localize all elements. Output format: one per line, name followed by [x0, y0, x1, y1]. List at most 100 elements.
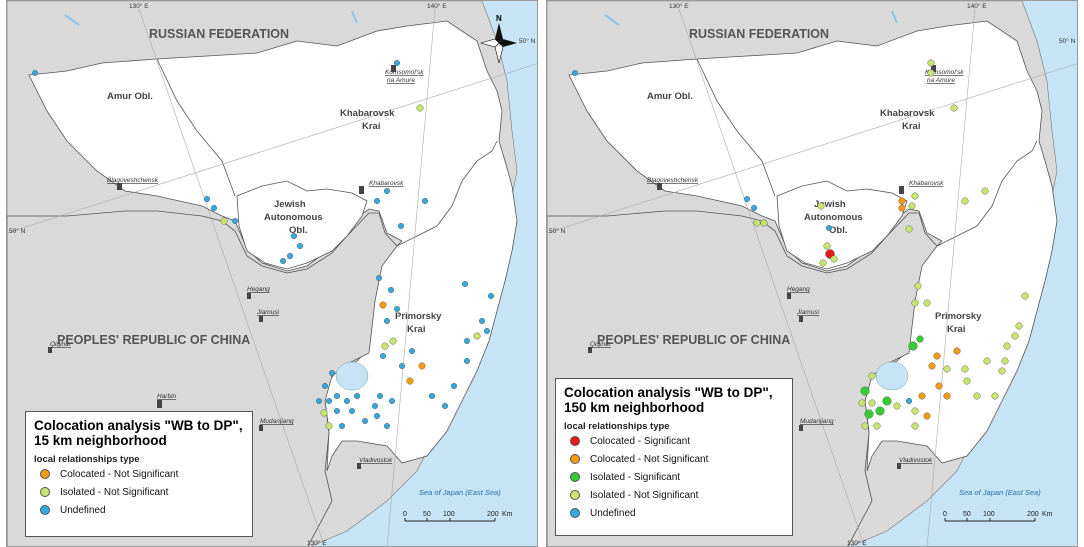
legend-swatch-isolated-not-significant	[570, 490, 580, 500]
label-khabarovsk-1: Khabarovsk	[340, 108, 395, 119]
points-150km	[571, 59, 1029, 430]
legend-label: Colocated - Not Significant	[590, 453, 709, 465]
city-mudanjiang: Mudanjiang	[260, 418, 294, 425]
legend-subtitle: local relationships type	[564, 421, 670, 432]
scale-tick-200: 200	[487, 511, 499, 518]
jewish-obl-boundary	[236, 180, 368, 270]
lat-label-50-left: 50° N	[9, 227, 26, 235]
north-arrow: N	[479, 14, 517, 64]
legend-swatch-isolated-significant	[570, 472, 580, 482]
legend-item: Isolated - Not Significant	[564, 486, 784, 504]
scale-tick-50: 50	[423, 511, 431, 518]
label-china: PEOPLES' REPUBLIC OF CHINA	[57, 333, 250, 347]
graticule-line	[547, 63, 1077, 234]
label-sea-of-japan: Sea of Japan (East Sea)	[959, 488, 1041, 497]
lake-khanka	[875, 361, 909, 391]
label-jewish-1: Jewish	[274, 199, 306, 210]
scale-tick-0: 0	[403, 511, 407, 518]
label-primorsky-2: Krai	[407, 324, 425, 335]
city-vladivostok: Vladivostok	[359, 457, 393, 464]
label-primorsky-2: Krai	[947, 324, 965, 335]
legend-item: Undefined	[34, 501, 244, 519]
scale-tick-0: 0	[943, 511, 947, 518]
legend-swatch-undefined	[570, 508, 580, 518]
river	[891, 10, 898, 24]
jewish-obl-boundary	[776, 180, 908, 270]
legend-item: Colocated - Not Significant	[564, 450, 784, 468]
label-amur: Amur Obl.	[107, 91, 153, 102]
label-khabarovsk-1: Khabarovsk	[880, 108, 935, 119]
city-harbin: Harbin	[157, 393, 177, 400]
city-markers	[588, 65, 936, 469]
scale-tick-50: 50	[963, 511, 971, 518]
city-markers	[48, 65, 396, 469]
lat-label-50-left: 50° N	[549, 227, 566, 235]
legend-swatch-colocated-not-significant	[40, 469, 50, 479]
legend-item: Colocated - Not Significant	[34, 465, 244, 483]
map-panel-150km: 130° E 140° E 130° E 50° N 50° N RUSSIAN…	[546, 0, 1078, 547]
scale-tick-100: 100	[983, 511, 995, 518]
legend-swatch-colocated-not-significant	[570, 454, 580, 464]
label-khabarovsk-2: Krai	[362, 121, 380, 132]
label-primorsky-1: Primorsky	[395, 311, 442, 322]
scale-tick-200: 200	[1027, 511, 1039, 518]
graticule-line	[386, 8, 436, 546]
label-amur: Amur Obl.	[647, 91, 693, 102]
label-china: PEOPLES' REPUBLIC OF CHINA	[597, 333, 790, 347]
label-primorsky-1: Primorsky	[935, 311, 982, 322]
map-canvas-15km: 130° E 140° E 130° E 50° N 50° N N RUSSI…	[7, 1, 537, 546]
city-qiqihar: Qiqihar	[590, 341, 612, 348]
lat-label-50-right: 50° N	[1059, 37, 1076, 45]
city-khabarovsk: Khabarovsk	[909, 180, 944, 187]
city-komsomolsk-1: Komsomol'sk	[925, 69, 964, 76]
label-jewish-3: Obl.	[829, 225, 847, 236]
legend-15km: Colocation analysis "WB to DP", 15 km ne…	[25, 411, 253, 537]
river	[604, 14, 620, 26]
scale-tick-100: 100	[443, 511, 455, 518]
city-blagoveshchensk: Blagoveshchensk	[107, 177, 159, 184]
city-komsomolsk-1: Komsomol'sk	[385, 69, 424, 76]
lon-label-130-top: 130° E	[129, 2, 149, 10]
city-vladivostok: Vladivostok	[899, 457, 933, 464]
city-hegang: Hegang	[787, 286, 810, 293]
khabarovsk-amur-border	[696, 58, 776, 197]
river	[351, 10, 358, 24]
city-khabarovsk: Khabarovsk	[369, 180, 404, 187]
legend-label: Isolated - Not Significant	[60, 486, 169, 498]
graticule-line	[926, 8, 976, 546]
legend-title: Colocation analysis "WB to DP", 150 km n…	[564, 385, 773, 415]
label-sea-of-japan: Sea of Japan (East Sea)	[419, 488, 501, 497]
city-blagoveshchensk: Blagoveshchensk	[647, 177, 699, 184]
lon-label-130-bottom: 130° E	[847, 539, 867, 547]
city-komsomolsk-2: na Amure	[927, 77, 955, 84]
legend-label: Undefined	[60, 504, 106, 516]
label-jewish-2: Autonomous	[264, 212, 323, 223]
legend-item: Undefined	[564, 504, 784, 522]
legend-swatch-colocated-significant	[570, 436, 580, 446]
label-russia: RUSSIAN FEDERATION	[149, 27, 289, 41]
city-hegang: Hegang	[247, 286, 270, 293]
map-panel-15km: 130° E 140° E 130° E 50° N 50° N N RUSSI…	[6, 0, 538, 547]
legend-title: Colocation analysis "WB to DP", 15 km ne…	[34, 418, 243, 448]
scale-bar: 0 50 100 200 Km	[943, 511, 1053, 522]
label-jewish-3: Obl.	[289, 225, 307, 236]
scale-unit: Km	[1042, 511, 1053, 518]
label-jewish-2: Autonomous	[804, 212, 863, 223]
legend-150km: Colocation analysis "WB to DP", 150 km n…	[555, 378, 793, 536]
primorsky-boundary	[396, 140, 498, 247]
legend-subtitle: local relationships type	[34, 454, 140, 465]
legend-label: Isolated - Not Significant	[590, 489, 699, 501]
scale-unit: Km	[502, 511, 513, 518]
lon-label-140-top: 140° E	[967, 2, 987, 10]
label-khabarovsk-2: Krai	[902, 121, 920, 132]
label-jewish-1: Jewish	[814, 199, 846, 210]
lat-label-50-right: 50° N	[519, 37, 536, 45]
city-mudanjiang: Mudanjiang	[800, 418, 834, 425]
legend-swatch-undefined	[40, 505, 50, 515]
points-15km	[31, 59, 495, 430]
label-russia: RUSSIAN FEDERATION	[689, 27, 829, 41]
legend-label: Undefined	[590, 507, 636, 519]
legend-item: Colocated - Significant	[564, 432, 784, 450]
khabarovsk-amur-border	[156, 58, 236, 197]
